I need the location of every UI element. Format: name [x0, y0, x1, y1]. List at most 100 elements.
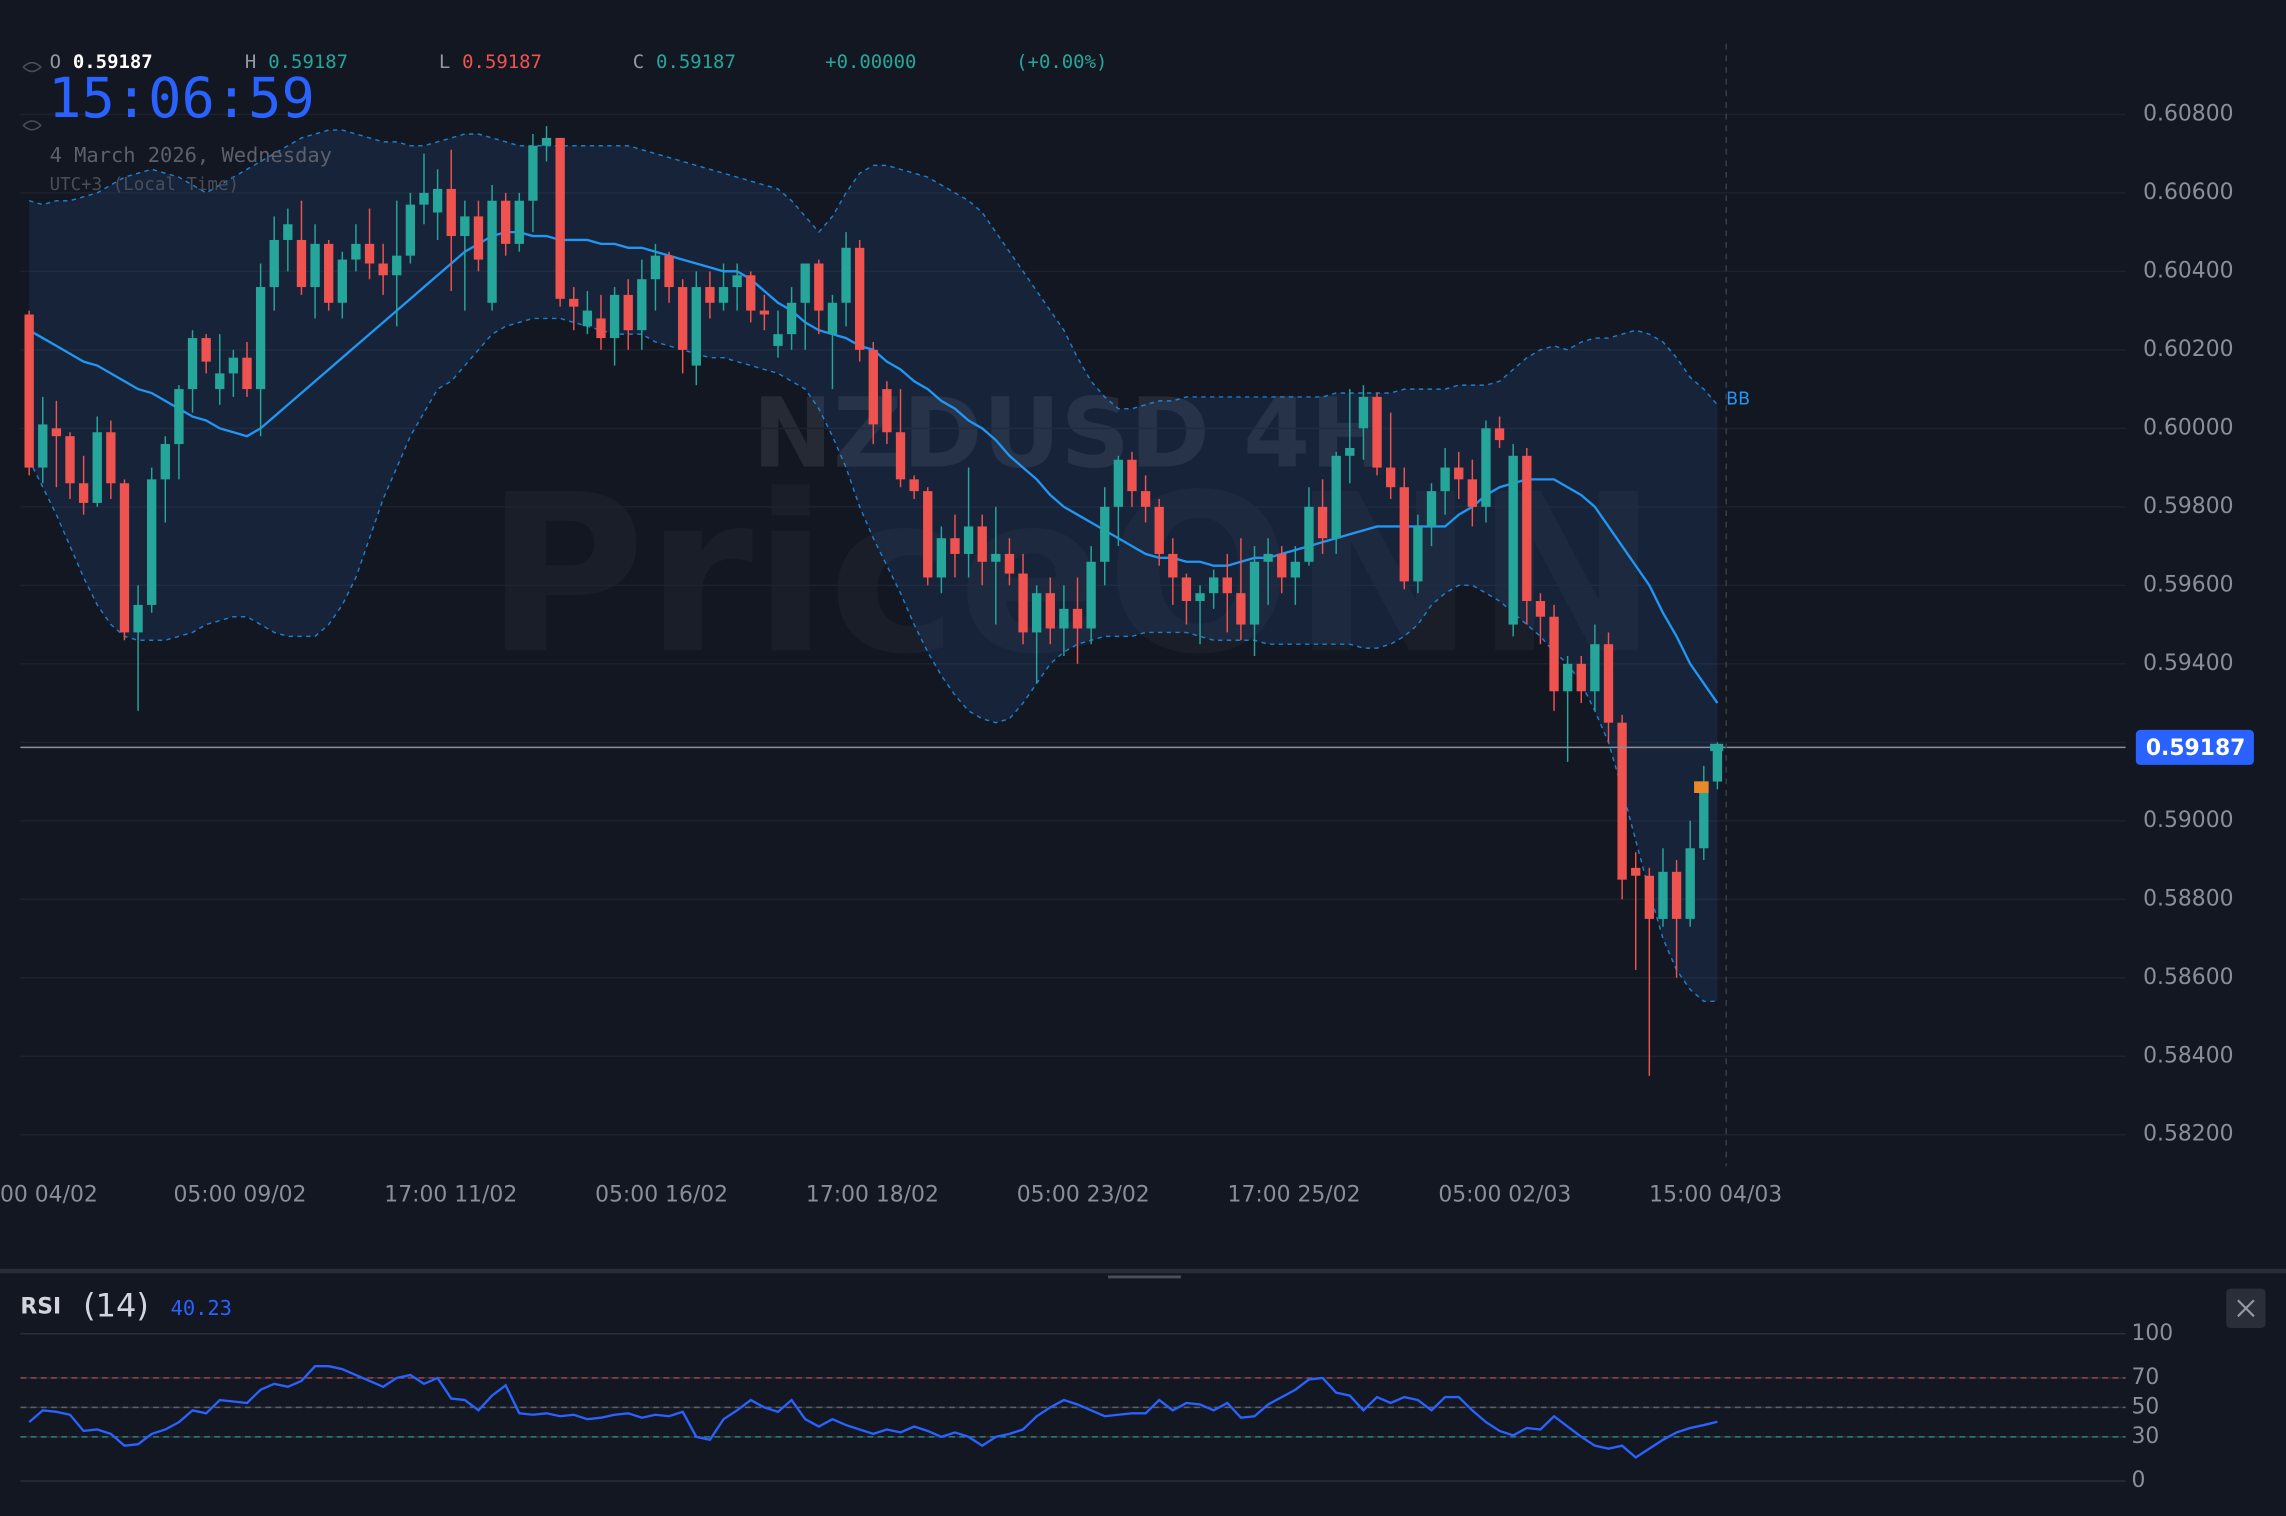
bb-lower: [28, 317, 1718, 1003]
candle-body: [242, 357, 252, 390]
candle-body: [895, 432, 906, 480]
candle-body: [269, 239, 279, 288]
y-tick-label: 0: [2131, 1468, 2145, 1493]
candle-body: [1263, 553, 1273, 562]
y-tick-label: 50: [2131, 1394, 2159, 1419]
candle-body: [65, 436, 75, 484]
candle-body: [1195, 593, 1205, 602]
candle-body: [1208, 577, 1219, 594]
candle-body: [1685, 848, 1695, 919]
candle-body: [718, 287, 729, 303]
bb-band: [29, 130, 1718, 1002]
rsi-title: RSI: [20, 1295, 61, 1320]
candle-body: [174, 389, 184, 445]
watermark-brand: PriceONN: [485, 447, 1658, 702]
candle-body: [977, 526, 987, 562]
candle-body: [1712, 747, 1723, 782]
candle-body: [882, 389, 892, 433]
candle-body: [555, 137, 565, 299]
y-tick-label: 0.59400: [2143, 651, 2233, 676]
candle-body: [473, 216, 484, 260]
y-tick-label: 0.60000: [2143, 415, 2233, 440]
change-percent: (+0.00%): [1016, 51, 1107, 73]
candle-body: [827, 302, 838, 335]
eye-icon[interactable]: [22, 61, 42, 73]
last-price-marker: [1710, 743, 1724, 752]
candle-body: [609, 294, 620, 339]
x-tick-label: 05:00 16/02: [595, 1182, 728, 1207]
rsi-line: [28, 1365, 1718, 1459]
candle-body: [841, 247, 851, 303]
candle-body: [1277, 553, 1287, 578]
bb-upper: [28, 129, 1718, 410]
change: +0.00000: [825, 51, 916, 73]
candle-body: [1549, 616, 1559, 692]
candle-body: [650, 255, 661, 280]
candle-body: [324, 243, 334, 303]
candle-body: [582, 310, 593, 327]
candle-body: [1426, 491, 1437, 527]
candle-body: [501, 200, 511, 244]
x-tick-label: 05:00 09/02: [173, 1182, 306, 1207]
high-value: 0.59187: [268, 51, 348, 73]
candle-body: [419, 192, 429, 205]
candle-body: [92, 432, 102, 503]
x-tick-label: 17:00 18/02: [806, 1182, 939, 1207]
candle-body: [1059, 608, 1069, 629]
x-tick-label: 05:00 23/02: [1017, 1182, 1150, 1207]
candle-body: [991, 553, 1001, 562]
candle-body: [1004, 553, 1015, 574]
candle-body: [1454, 467, 1464, 480]
candle-body: [392, 255, 402, 276]
candle-body: [963, 526, 974, 554]
candle-body: [950, 538, 960, 554]
x-tick-label: 15:00 04/03: [1649, 1182, 1782, 1207]
candle-body: [1494, 428, 1505, 441]
candle-body: [1481, 428, 1491, 507]
close-icon[interactable]: [2237, 1299, 2255, 1318]
y-tick-label: 0.58200: [2143, 1122, 2233, 1147]
candle-body: [296, 239, 307, 288]
candle-body: [814, 263, 824, 311]
candle-body: [1249, 561, 1260, 625]
candle-body: [732, 275, 742, 288]
candle-body: [1100, 506, 1110, 562]
candle-body: [664, 255, 674, 288]
low-label: L: [439, 51, 450, 73]
candle-body: [1413, 526, 1423, 582]
candle-body: [446, 188, 456, 237]
y-tick-label: 0.60600: [2143, 180, 2233, 205]
close-button[interactable]: [2226, 1288, 2266, 1328]
candle-body: [147, 479, 157, 605]
candle-body: [337, 259, 347, 303]
candle-body: [868, 349, 878, 425]
y-tick-label: 0.60200: [2143, 337, 2233, 362]
x-tick-label: 00 04/02: [0, 1182, 98, 1207]
rsi-pane: 0 30 50 70 100: [20, 1321, 2173, 1493]
open-label: O: [50, 51, 61, 73]
x-tick-label: 17:00 11/02: [384, 1182, 517, 1207]
candle-body: [1304, 506, 1314, 562]
candle-body: [1331, 455, 1341, 539]
candle-body: [1181, 577, 1192, 602]
high-label: H: [245, 51, 256, 73]
rsi-period: (14): [83, 1287, 149, 1325]
close-label: C: [633, 51, 644, 73]
candle-body: [38, 424, 48, 468]
candle-body: [514, 200, 524, 244]
y-tick-label: 100: [2131, 1321, 2173, 1346]
candle-body: [855, 247, 865, 350]
last-price-label: 0.59187: [2146, 736, 2246, 761]
y-tick-label: 0.59600: [2143, 572, 2233, 597]
candle-body: [1290, 561, 1301, 578]
clock: 15:06:59: [48, 67, 315, 131]
candle-body: [1317, 506, 1328, 539]
candle-body: [596, 318, 606, 339]
y-tick-label: 0.60800: [2143, 101, 2233, 126]
candle-body: [569, 298, 579, 307]
eye-icon[interactable]: [22, 120, 42, 131]
candle-body: [1508, 455, 1518, 625]
y-tick-label: 30: [2131, 1424, 2159, 1449]
